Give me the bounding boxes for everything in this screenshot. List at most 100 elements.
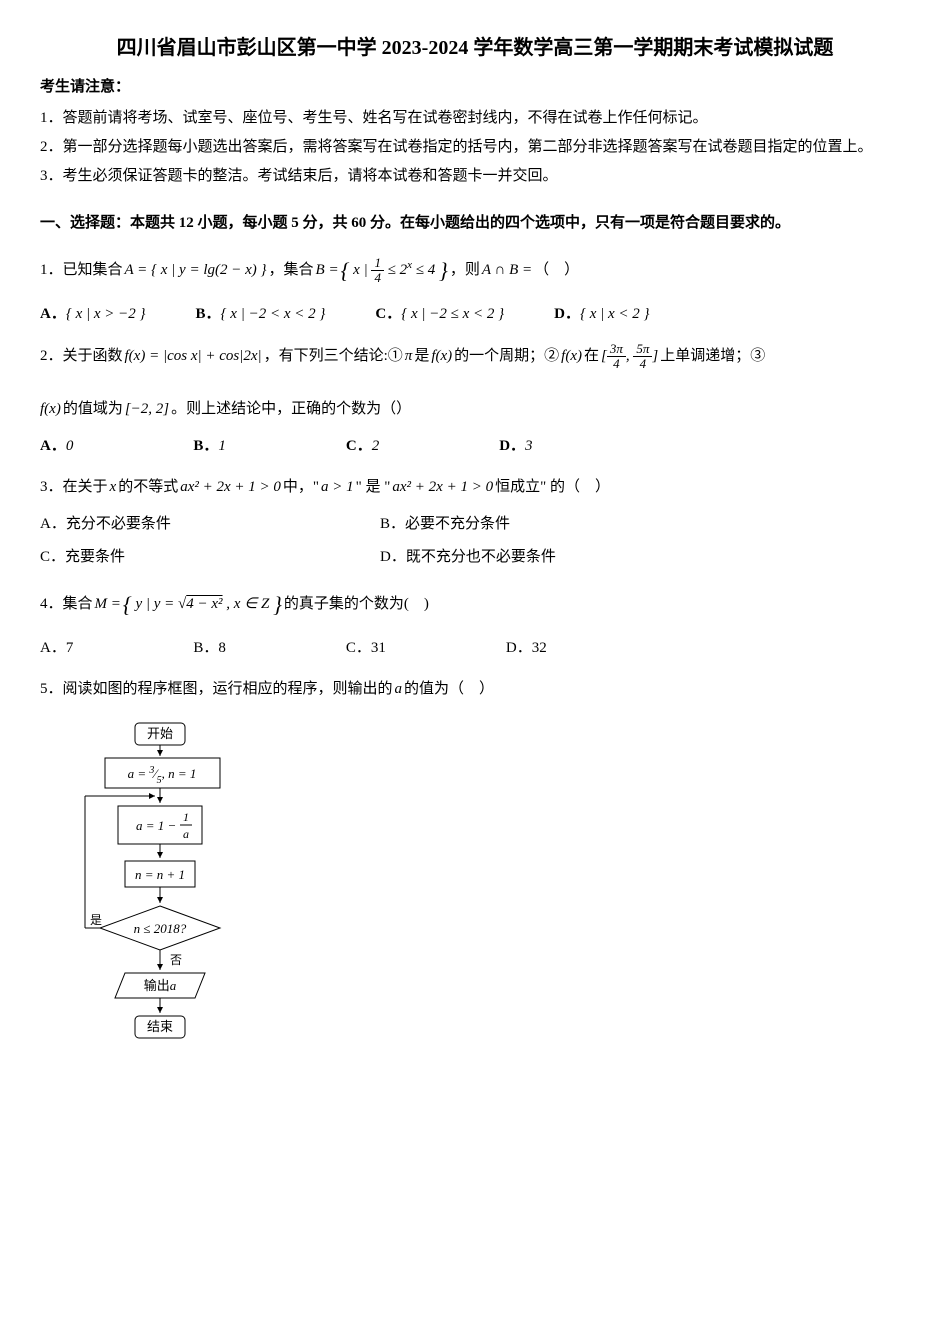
q1-suffix1: ，则	[450, 257, 480, 284]
q1-setb-frac: 1 4	[371, 256, 384, 286]
q1-prefix: 1．已知集合	[40, 257, 123, 284]
q1-mid: ，集合	[269, 257, 314, 284]
q4-option-a: A．7	[40, 635, 73, 662]
q1-setb-frac-num: 1	[371, 256, 384, 271]
fc-step2: n = n + 1	[135, 867, 185, 882]
q2-int-num1: 3π	[607, 342, 626, 357]
q2-l1-1: 2．关于函数	[40, 343, 123, 370]
q2-opt-c-text: 2	[372, 438, 380, 454]
q2-opt-b-text: 1	[218, 438, 226, 454]
q5-text: 5．阅读如图的程序框图，运行相应的程序，则输出的	[40, 676, 393, 703]
q2-options: A．0 B．1 C．2 D．3	[40, 433, 910, 460]
question-5: 5．阅读如图的程序框图，运行相应的程序，则输出的 a 的值为（ ）	[40, 676, 910, 703]
q4-setm-inner2: , x ∈ Z	[226, 596, 269, 612]
question-1: 1．已知集合 A = { x | y = lg(2 − x) } ，集合 B =…	[40, 251, 910, 291]
q3-x: x	[110, 474, 117, 501]
q2-l1-3: 是	[414, 343, 429, 370]
q5-var: a	[395, 676, 403, 703]
q4-setm: y | y = √4 − x² , x ∈ Z	[123, 585, 282, 625]
q1-opt-d-text: { x | x < 2 }	[580, 306, 650, 322]
section-1-header: 一、选择题：本题共 12 小题，每小题 5 分，共 60 分。在每小题给出的四个…	[40, 210, 910, 237]
q4-option-b: B．8	[193, 635, 226, 662]
notice-item-1: 1．答题前请将考场、试室号、座位号、考生号、姓名写在试卷密封线内，不得在试卷上作…	[40, 105, 910, 132]
q2-l1-2: ，有下列三个结论:①	[264, 343, 403, 370]
q2-l2-range: [−2, 2]	[125, 396, 169, 423]
q2-int-den2: 4	[633, 357, 652, 371]
q4-option-d: D．32	[506, 635, 547, 662]
q3-options: A．充分不必要条件 B．必要不充分条件 C．充要条件 D．既不充分也不必要条件	[40, 511, 910, 571]
fc-step1-den: a	[183, 827, 189, 841]
flowchart-svg: 开始 a = 3⁄5, n = 1 a = 1 − 1 a n = n + 1 …	[70, 718, 250, 1078]
q4-setm-pre: M =	[95, 591, 121, 618]
q1-setb-sup: x	[407, 259, 412, 271]
question-4: 4．集合 M = y | y = √4 − x² , x ∈ Z 的真子集的个数…	[40, 585, 910, 625]
q3-mid3: " 是 "	[356, 474, 391, 501]
q2-l2-2: 。则上述结论中，正确的个数为（）	[171, 396, 411, 423]
q2-option-a: A．0	[40, 433, 73, 460]
question-3: 3．在关于 x 的不等式 ax² + 2x + 1 > 0 中，" a > 1 …	[40, 474, 910, 501]
q1-option-b: B．{ x | −2 < x < 2 }	[196, 301, 326, 328]
q3-option-a: A．充分不必要条件	[40, 511, 380, 538]
q1-setb-tail: ≤ 4	[416, 262, 435, 278]
q4-suffix: 的真子集的个数为( )	[284, 591, 429, 618]
fc-step1-left: a = 1 −	[136, 818, 176, 833]
q5-suffix: 的值为（ ）	[404, 676, 494, 703]
q2-l2-fx: f(x)	[40, 396, 61, 423]
q1-opt-c-text: { x | −2 ≤ x < 2 }	[401, 306, 504, 322]
q3-cond: a > 1	[321, 474, 354, 501]
q2-l2-1: 的值域为	[63, 396, 123, 423]
q1-suffix2: A ∩ B =	[482, 257, 532, 284]
q4-options: A．7 B．8 C．31 D．32	[40, 635, 910, 662]
q2-l1-4: 的一个周期；②	[454, 343, 559, 370]
q2-fx3: f(x)	[561, 343, 582, 370]
fc-end: 结束	[147, 1019, 173, 1034]
q1-option-c: C．{ x | −2 ≤ x < 2 }	[375, 301, 504, 328]
fc-cond: n ≤ 2018?	[134, 921, 187, 936]
fc-no: 否	[170, 953, 182, 967]
fc-output: 输出a	[144, 978, 177, 993]
q1-option-a: A．{ x | x > −2 }	[40, 301, 146, 328]
q3-mid2: 中，"	[283, 474, 319, 501]
fc-yes: 是	[90, 913, 102, 927]
q1-opt-a-text: { x | x > −2 }	[66, 306, 146, 322]
q3-prefix: 3．在关于	[40, 474, 108, 501]
q2-int-den1: 4	[607, 357, 626, 371]
q2-fx: f(x) = |cos x| + cos|2x|	[125, 343, 262, 370]
exam-title: 四川省眉山市彭山区第一中学 2023-2024 学年数学高三第一学期期末考试模拟…	[40, 30, 910, 66]
q3-expr2: ax² + 2x + 1 > 0	[392, 474, 493, 501]
q2-interval: [3π4, 5π4]	[601, 342, 658, 372]
q4-prefix: 4．集合	[40, 591, 93, 618]
q1-set-b: x | 1 4 ≤ 2x ≤ 4	[341, 251, 448, 291]
q1-opt-b-text: { x | −2 < x < 2 }	[221, 306, 326, 322]
q2-opt-d-text: 3	[525, 438, 533, 454]
q1-suffix3: （ ）	[534, 257, 579, 284]
q1-set-b-pre: B =	[316, 257, 339, 284]
q3-option-d: D．既不充分也不必要条件	[380, 544, 720, 571]
q2-option-b: B．1	[193, 433, 226, 460]
q3-expr1: ax² + 2x + 1 > 0	[180, 474, 281, 501]
q1-option-d: D．{ x | x < 2 }	[554, 301, 649, 328]
q2-option-d: D．3	[499, 433, 532, 460]
q1-options: A．{ x | x > −2 } B．{ x | −2 < x < 2 } C．…	[40, 301, 910, 328]
q3-option-c: C．充要条件	[40, 544, 380, 571]
q2-option-c: C．2	[346, 433, 379, 460]
q3-option-b: B．必要不充分条件	[380, 511, 720, 538]
q4-option-c: C．31	[346, 635, 386, 662]
q3-mid1: 的不等式	[118, 474, 178, 501]
q2-l1-5: 在	[584, 343, 599, 370]
q2-fx2: f(x)	[431, 343, 452, 370]
flowchart: 开始 a = 3⁄5, n = 1 a = 1 − 1 a n = n + 1 …	[70, 718, 910, 1078]
question-2: 2．关于函数 f(x) = |cos x| + cos|2x| ，有下列三个结论…	[40, 342, 910, 424]
fc-init: a = 3⁄5, n = 1	[128, 765, 197, 786]
fc-start: 开始	[147, 726, 173, 741]
notice-item-2: 2．第一部分选择题每小题选出答案后，需将答案写在试卷指定的括号内，第二部分非选择…	[40, 134, 910, 161]
q1-set-a: A = { x | y = lg(2 − x) }	[125, 257, 267, 284]
q2-int-num2: 5π	[633, 342, 652, 357]
q4-setm-inner1: y | y =	[135, 596, 178, 612]
q1-setb-inner-right: ≤ 2	[388, 262, 407, 278]
q4-setm-sqrt: 4 − x²	[186, 596, 222, 612]
q1-setb-inner-left: x |	[353, 262, 371, 278]
q3-mid4: 恒成立" 的（ ）	[495, 474, 610, 501]
notice-item-3: 3．考生必须保证答题卡的整洁。考试结束后，请将本试卷和答题卡一并交回。	[40, 163, 910, 190]
q2-l1-6: 上单调递增；③	[660, 343, 765, 370]
